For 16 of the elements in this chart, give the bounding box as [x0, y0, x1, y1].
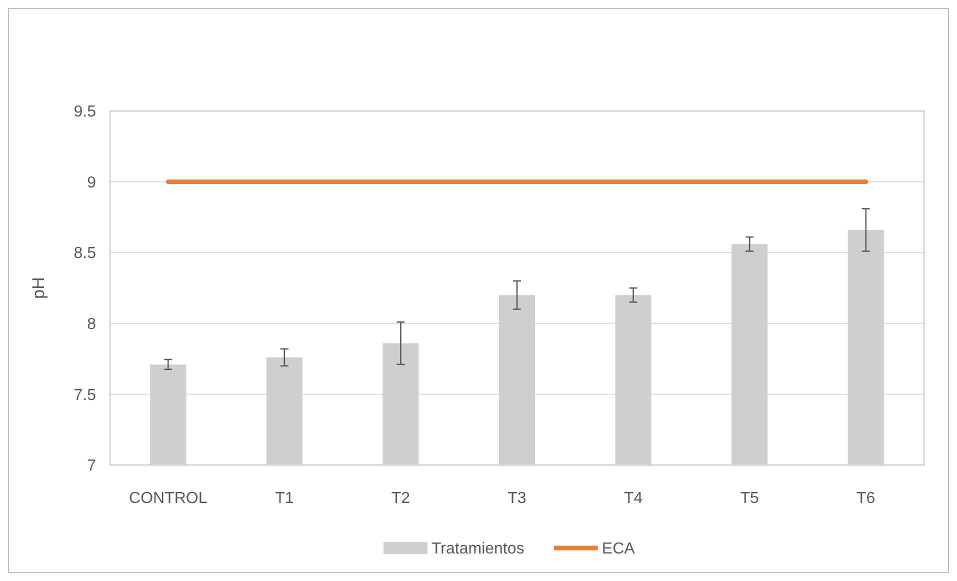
x-tick-label: T1 — [275, 490, 294, 507]
x-tick-label: T5 — [740, 490, 760, 507]
legend-label: ECA — [602, 540, 636, 558]
y-axis-title: pH — [29, 277, 48, 299]
x-tick-label: CONTROL — [129, 490, 208, 507]
y-tick-label: 8.5 — [74, 245, 96, 262]
legend-label: Tratamientos — [432, 540, 524, 558]
y-tick-label: 9.5 — [74, 104, 96, 121]
x-tick-label: T6 — [856, 490, 876, 507]
y-tick-label: 8 — [87, 316, 96, 333]
x-tick-label: T3 — [508, 490, 526, 507]
x-tick-label: T2 — [391, 490, 410, 507]
y-tick-label: 7.5 — [74, 386, 96, 404]
x-tick-label: T4 — [624, 490, 643, 507]
y-tick-label: 7 — [87, 458, 96, 475]
y-tick-label: 9 — [87, 174, 96, 192]
